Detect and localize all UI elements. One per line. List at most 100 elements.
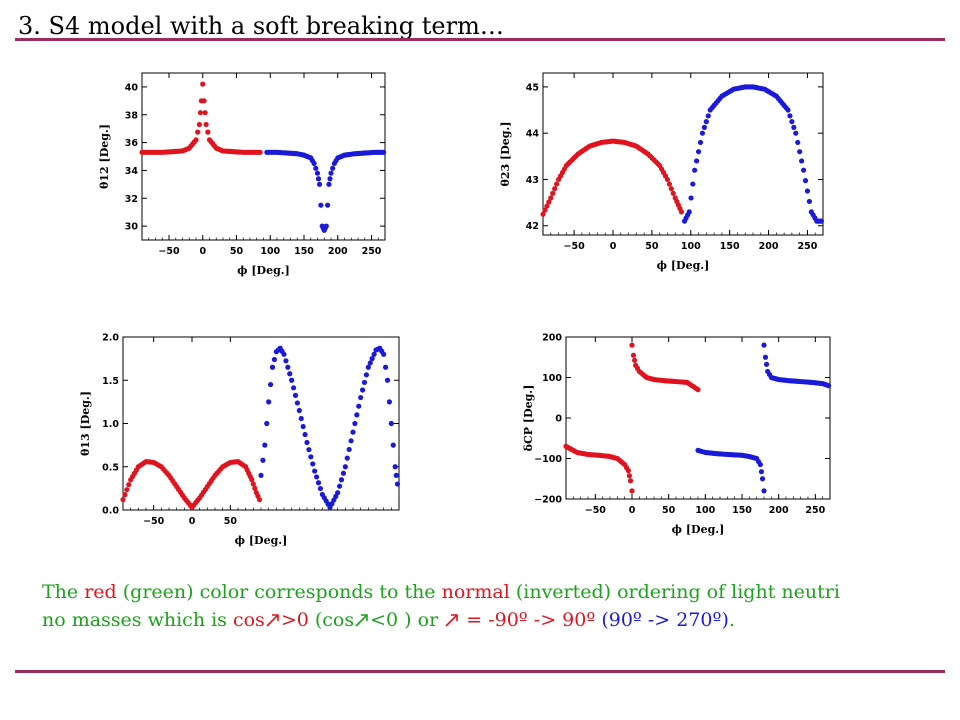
data-point: [369, 356, 375, 362]
data-point: [294, 400, 301, 406]
y-tick-label: 0.0: [102, 506, 119, 517]
y-tick-label: 44: [526, 129, 540, 140]
data-point: [302, 431, 308, 438]
caption-lt0: <0 ): [370, 609, 412, 631]
y-tick-label: 34: [125, 166, 139, 177]
caption-gt0: >0: [280, 609, 309, 631]
data-point: [312, 468, 318, 474]
data-point: [346, 446, 352, 453]
data-point: [269, 364, 276, 370]
data-point: [544, 203, 550, 209]
data-point: [283, 358, 289, 364]
data-point: [806, 198, 812, 205]
data-point: [313, 165, 319, 171]
data-point: [695, 149, 702, 155]
data-point: [311, 160, 317, 167]
data-point: [800, 167, 807, 173]
data-point: [365, 364, 371, 370]
data-point: [271, 356, 278, 363]
data-point: [668, 186, 674, 192]
y-tick-label: −200: [534, 495, 562, 506]
data-point: [266, 399, 272, 405]
x-tick-label: 250: [362, 246, 382, 257]
data-point: [290, 385, 297, 391]
x-tick-label: 150: [294, 246, 314, 257]
data-point: [289, 377, 295, 383]
data-point: [328, 170, 334, 176]
data-point: [382, 364, 389, 370]
data-point: [629, 342, 635, 348]
data-point: [336, 483, 343, 489]
data-point: [797, 149, 803, 155]
data-point: [300, 423, 306, 430]
data-point: [785, 107, 791, 113]
data-point: [120, 497, 126, 503]
series-blue: [695, 447, 767, 494]
data-point: [666, 181, 672, 187]
data-point: [761, 342, 767, 348]
data-point: [761, 488, 767, 494]
data-point: [250, 481, 256, 487]
x-tick-label: 0: [199, 246, 206, 257]
series-blue: [761, 342, 832, 389]
footer-divider: [15, 670, 945, 673]
phi-glyph-icon: [445, 614, 459, 627]
data-point: [200, 81, 206, 87]
x-tick-label: 150: [720, 241, 740, 252]
caption-text: (cos: [308, 609, 355, 631]
data-point: [703, 119, 709, 125]
y-axis-label: θ12 [Deg.]: [98, 124, 111, 189]
x-tick-label: 50: [230, 246, 244, 257]
y-tick-label: 30: [125, 222, 139, 233]
data-point: [670, 190, 676, 196]
x-tick-label: 0: [189, 516, 196, 527]
data-point: [361, 379, 368, 386]
slide-title: 3. S4 model with a soft breaking term…: [18, 12, 504, 40]
y-tick-label: 36: [125, 138, 139, 149]
series-blue: [258, 345, 401, 511]
x-axis-label: ϕ [Deg.]: [235, 534, 288, 547]
x-tick-label: 0: [610, 241, 617, 252]
data-point: [367, 360, 373, 366]
data-point: [308, 454, 314, 460]
data-point: [350, 429, 356, 435]
data-point: [358, 394, 364, 401]
data-point: [386, 399, 393, 405]
data-point: [390, 442, 396, 448]
caption-text: (inverted) ordering of light neutri: [509, 581, 840, 603]
data-point: [126, 482, 132, 488]
data-point: [356, 403, 362, 409]
data-point: [306, 447, 312, 453]
caption-text: The: [42, 581, 85, 603]
y-tick-label: 43: [526, 175, 539, 186]
data-point: [316, 181, 323, 187]
data-point: [799, 158, 805, 164]
x-tick-label: −50: [564, 241, 586, 252]
data-point: [371, 351, 377, 357]
data-point: [757, 461, 763, 468]
x-tick-label: 0: [629, 505, 636, 516]
x-axis-label: ϕ [Deg.]: [237, 264, 290, 277]
data-point: [287, 371, 293, 377]
y-tick-label: −100: [534, 454, 562, 465]
data-point: [388, 420, 394, 427]
data-point: [629, 488, 635, 494]
data-point: [626, 473, 633, 479]
data-point: [344, 455, 350, 461]
data-point: [554, 181, 560, 187]
data-point: [631, 357, 638, 363]
data-point: [327, 176, 333, 182]
x-tick-label: 50: [224, 516, 238, 527]
y-tick-label: 2.0: [102, 333, 119, 344]
data-point: [381, 149, 387, 155]
x-tick-label: −50: [143, 516, 165, 527]
data-point: [804, 188, 811, 194]
x-tick-label: 250: [805, 505, 825, 516]
data-point: [688, 195, 694, 201]
data-point: [323, 223, 329, 229]
y-tick-label: 0.5: [102, 462, 119, 473]
y-tick-label: 38: [125, 110, 139, 121]
data-point: [763, 361, 770, 367]
y-tick-label: 42: [526, 221, 539, 232]
caption-text: .: [728, 609, 735, 631]
